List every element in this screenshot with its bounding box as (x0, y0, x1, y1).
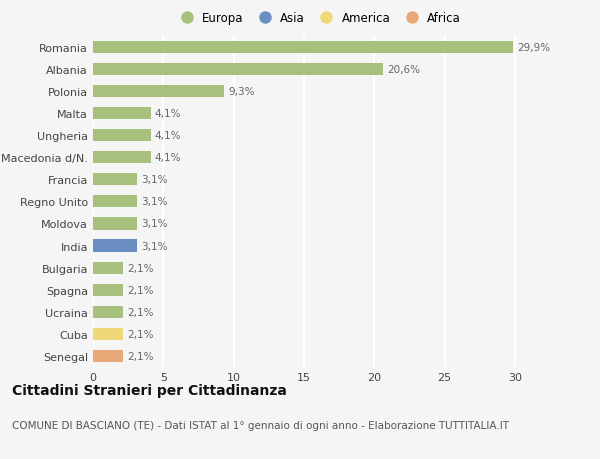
Text: 4,1%: 4,1% (155, 131, 181, 141)
Bar (93, 196, 137, 208)
Text: COMUNE DI BASCIANO (TE) - Dati ISTAT al 1° gennaio di ogni anno - Elaborazione T: COMUNE DI BASCIANO (TE) - Dati ISTAT al … (12, 420, 509, 430)
Bar (93, 284, 122, 296)
Bar (93, 306, 122, 318)
Text: Cittadini Stranieri per Cittadinanza: Cittadini Stranieri per Cittadinanza (12, 383, 287, 397)
Text: 2,1%: 2,1% (127, 329, 153, 339)
Bar (93, 262, 122, 274)
Text: 3,1%: 3,1% (141, 197, 167, 207)
Text: 9,3%: 9,3% (228, 87, 254, 97)
Text: 3,1%: 3,1% (141, 241, 167, 251)
Bar (93, 174, 137, 186)
Text: 3,1%: 3,1% (141, 219, 167, 229)
Text: 3,1%: 3,1% (141, 175, 167, 185)
Text: 2,1%: 2,1% (127, 263, 153, 273)
Text: 2,1%: 2,1% (127, 351, 153, 361)
Bar (93, 42, 514, 54)
Text: 20,6%: 20,6% (387, 65, 420, 75)
Text: 4,1%: 4,1% (155, 153, 181, 163)
Bar (93, 108, 151, 120)
Legend: Europa, Asia, America, Africa: Europa, Asia, America, Africa (173, 10, 463, 28)
Text: 4,1%: 4,1% (155, 109, 181, 119)
Bar (93, 240, 137, 252)
Bar (93, 350, 122, 362)
Bar (93, 218, 137, 230)
Bar (93, 152, 151, 164)
Bar (93, 64, 383, 76)
Text: 29,9%: 29,9% (518, 43, 551, 53)
Text: 2,1%: 2,1% (127, 285, 153, 295)
Bar (93, 86, 224, 98)
Bar (93, 130, 151, 142)
Text: 2,1%: 2,1% (127, 307, 153, 317)
Bar (93, 328, 122, 340)
